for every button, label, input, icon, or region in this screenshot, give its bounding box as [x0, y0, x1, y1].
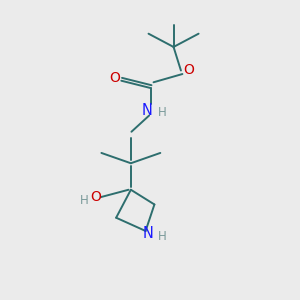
- Text: H: H: [158, 106, 167, 119]
- Text: O: O: [109, 71, 120, 85]
- Text: N: N: [143, 226, 154, 241]
- Text: N: N: [142, 103, 152, 118]
- Text: O: O: [90, 190, 101, 203]
- Text: H: H: [80, 194, 89, 207]
- Text: O: O: [183, 64, 194, 77]
- Text: H: H: [158, 230, 166, 243]
